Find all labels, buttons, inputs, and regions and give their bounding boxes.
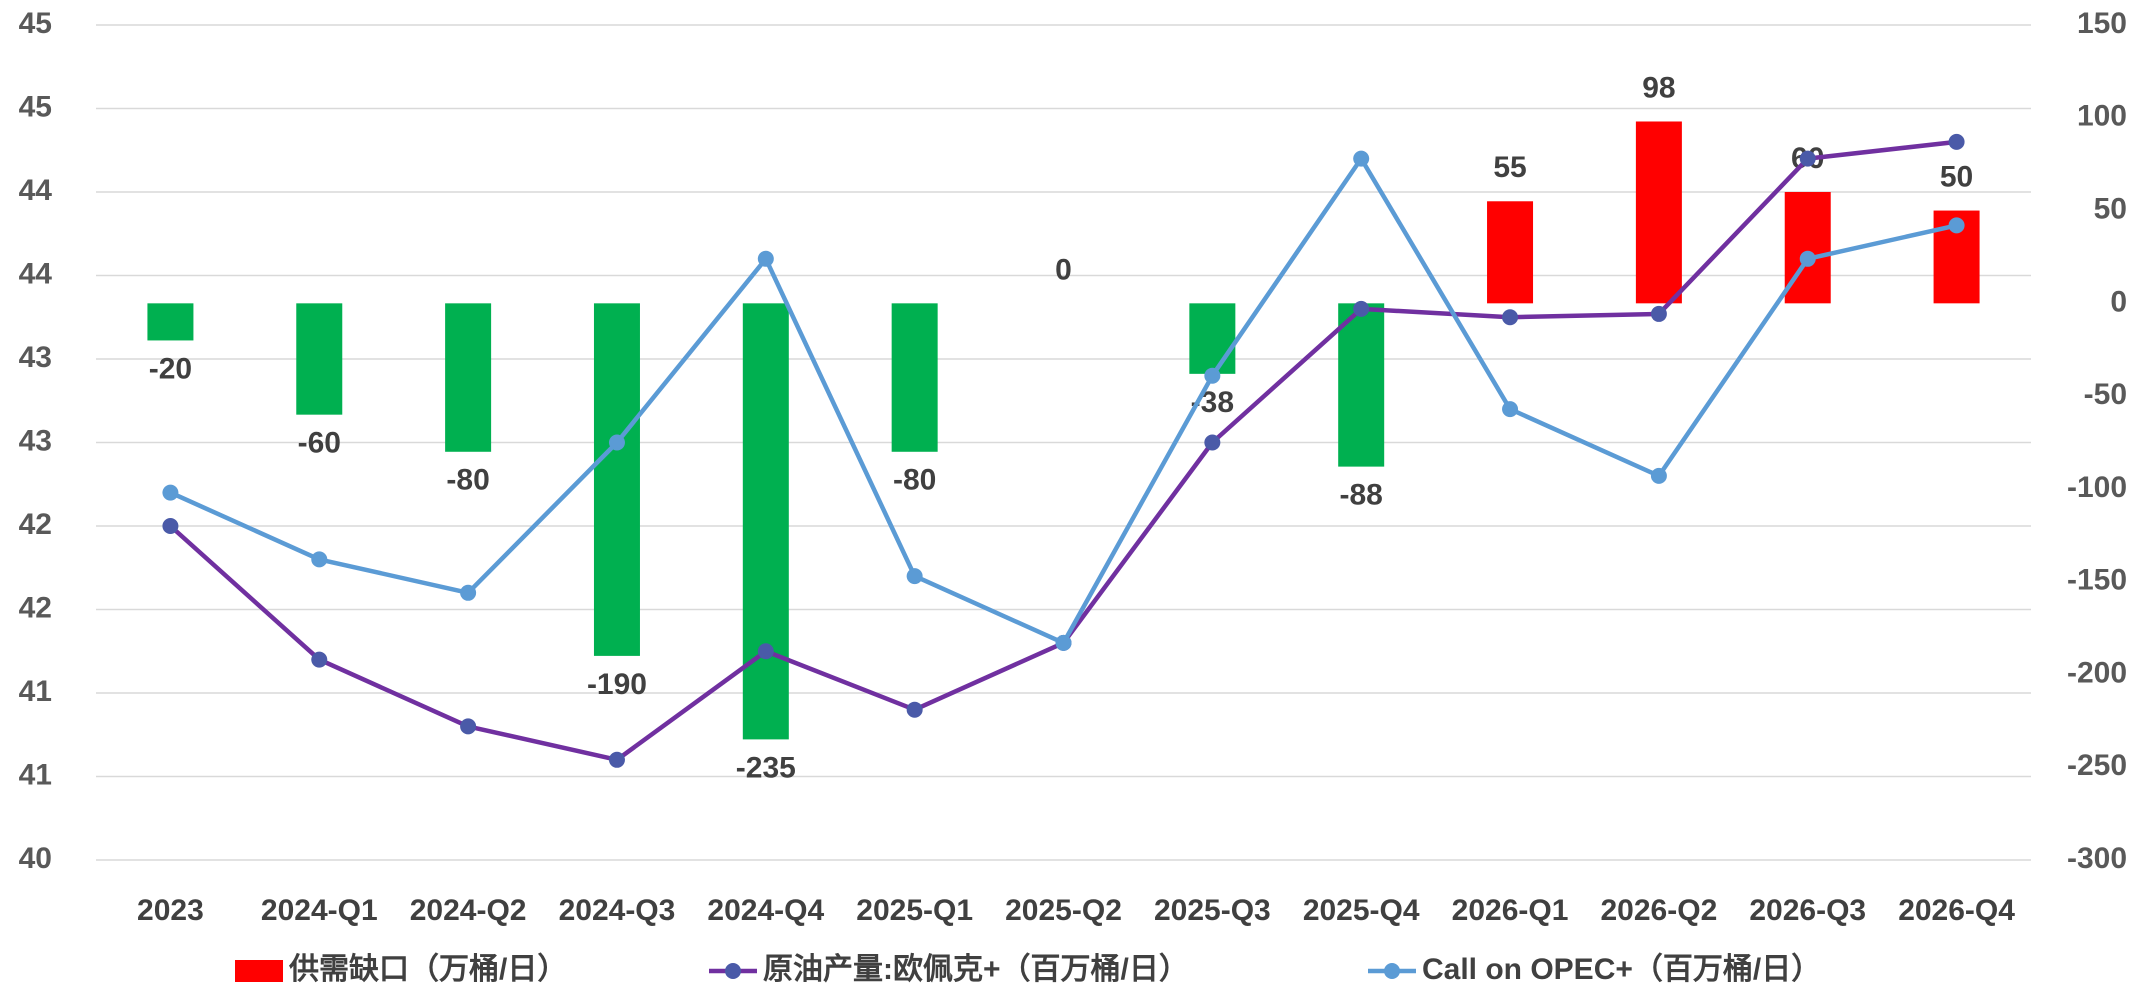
y2-tick-label: 50 xyxy=(2094,192,2127,225)
line-marker xyxy=(162,484,179,501)
bar-value-label: -80 xyxy=(446,464,489,497)
legend-label: 原油产量:欧佩克+（百万桶/日） xyxy=(763,952,1189,986)
bar-value-label: -60 xyxy=(298,427,341,460)
y-tick-label: 42 xyxy=(19,508,52,541)
line-marker xyxy=(311,651,328,668)
line-marker xyxy=(906,701,923,718)
line-marker xyxy=(608,751,625,768)
y2-tick-label: -100 xyxy=(2067,471,2127,504)
bar xyxy=(891,303,938,452)
y-tick-label: 44 xyxy=(19,174,53,207)
x-tick-label: 2026-Q3 xyxy=(1749,894,1866,927)
bar-value-label: 55 xyxy=(1493,151,1526,184)
line-marker xyxy=(1204,434,1221,451)
bar xyxy=(742,303,789,740)
x-tick-label: 2024-Q4 xyxy=(707,894,824,927)
legend-marker xyxy=(725,963,741,979)
x-tick-label: 2023 xyxy=(137,894,204,927)
line-marker xyxy=(1502,309,1519,326)
bar xyxy=(593,303,640,656)
y-tick-label: 43 xyxy=(19,341,52,374)
bar-value-label: -88 xyxy=(1340,479,1383,512)
line-marker xyxy=(460,584,477,601)
line xyxy=(168,139,1957,763)
legend-marker xyxy=(1384,963,1400,979)
line-marker xyxy=(1353,150,1370,167)
line-marker xyxy=(1650,467,1667,484)
y-tick-label: 45 xyxy=(19,90,52,123)
y-tick-label: 45 xyxy=(19,7,52,40)
y2-tick-label: -150 xyxy=(2067,564,2127,597)
x-tick-label: 2026-Q1 xyxy=(1452,894,1569,927)
y2-tick-label: -250 xyxy=(2067,749,2127,782)
legend-swatch xyxy=(235,960,283,982)
line-marker xyxy=(757,643,774,660)
y2-tick-label: -300 xyxy=(2067,842,2127,875)
y2-tick-label: 100 xyxy=(2077,100,2127,133)
y-tick-label: 42 xyxy=(19,591,52,624)
y-tick-label: 41 xyxy=(19,758,52,791)
x-tick-label: 2025-Q4 xyxy=(1303,894,1420,927)
bar-value-label: 0 xyxy=(1055,253,1072,286)
x-tick-label: 2026-Q2 xyxy=(1601,894,1718,927)
line-marker xyxy=(1799,150,1816,167)
bar-value-label: -235 xyxy=(736,751,796,784)
line-marker xyxy=(608,434,625,451)
bar xyxy=(1635,121,1682,304)
y-tick-label: 44 xyxy=(19,257,53,290)
x-tick-label: 2024-Q2 xyxy=(410,894,527,927)
bar xyxy=(147,303,194,341)
bar xyxy=(1189,303,1236,374)
x-tick-label: 2024-Q1 xyxy=(261,894,378,927)
x-tick-label: 2026-Q4 xyxy=(1898,894,2015,927)
y2-tick-label: -200 xyxy=(2067,656,2127,689)
bar xyxy=(296,303,343,415)
y-tick-label: 40 xyxy=(19,842,52,875)
line-marker xyxy=(1650,305,1667,322)
x-tick-label: 2025-Q3 xyxy=(1154,894,1271,927)
line-marker xyxy=(1948,133,1965,150)
bar xyxy=(1338,303,1385,467)
y-tick-label: 41 xyxy=(19,675,52,708)
x-tick-label: 2024-Q3 xyxy=(559,894,676,927)
bar xyxy=(1487,201,1534,304)
line-marker xyxy=(1502,401,1519,418)
x-tick-label: 2025-Q1 xyxy=(856,894,973,927)
line-marker xyxy=(1948,217,1965,234)
x-tick-label: 2025-Q2 xyxy=(1005,894,1122,927)
y2-tick-label: 150 xyxy=(2077,7,2127,40)
line-marker xyxy=(311,551,328,568)
bar-value-label: -20 xyxy=(149,352,192,385)
y2-tick-label: -50 xyxy=(2084,378,2127,411)
bar xyxy=(445,303,492,452)
line-marker xyxy=(757,250,774,267)
bar-value-label: -190 xyxy=(587,668,647,701)
line-marker xyxy=(906,568,923,585)
line-marker xyxy=(1353,300,1370,317)
line-marker xyxy=(1799,250,1816,267)
line xyxy=(169,156,1958,646)
legend-label: 供需缺口（万桶/日） xyxy=(288,952,567,986)
legend-label: Call on OPEC+（百万桶/日） xyxy=(1422,952,1821,986)
y-tick-label: 43 xyxy=(19,424,52,457)
line-marker xyxy=(1204,367,1221,384)
bar-value-label: 98 xyxy=(1642,71,1675,104)
line-marker xyxy=(162,518,179,534)
bar-value-label: -80 xyxy=(893,464,936,497)
bar-value-label: 50 xyxy=(1940,160,1973,193)
line-marker xyxy=(1055,634,1072,651)
y2-tick-label: 0 xyxy=(2110,285,2127,318)
bar xyxy=(1784,192,1831,304)
line-marker xyxy=(460,718,477,735)
